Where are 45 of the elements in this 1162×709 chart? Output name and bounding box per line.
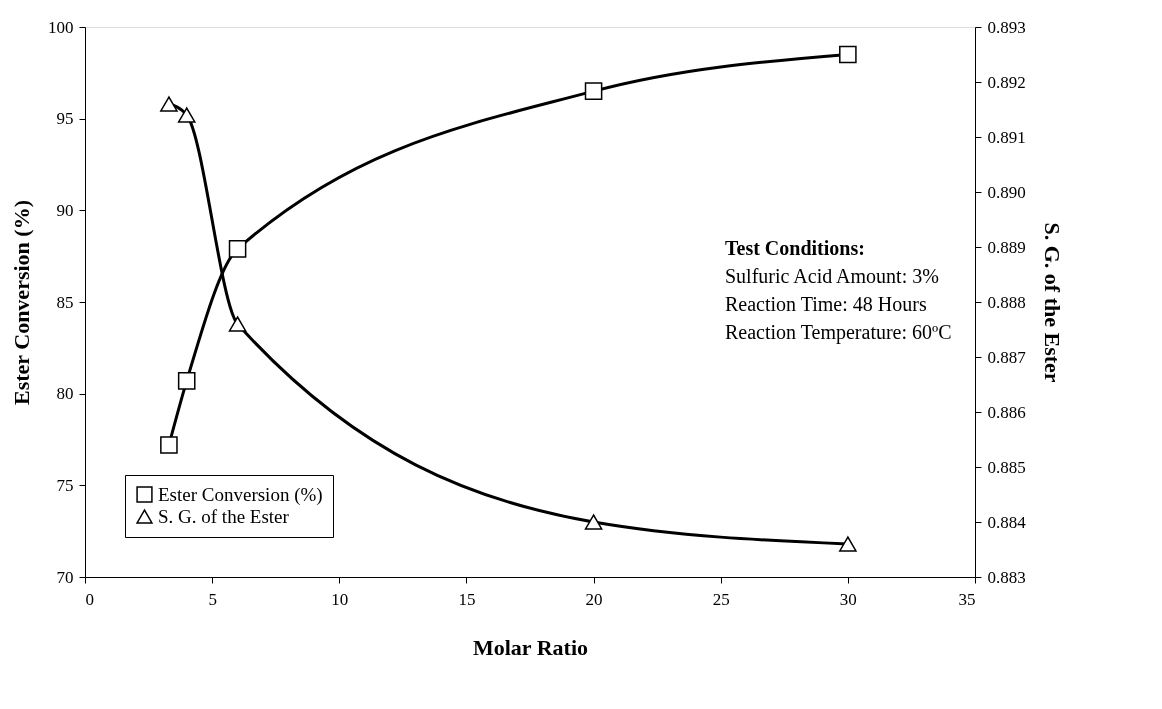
y-axis-title: Ester Conversion (%) — [9, 200, 34, 405]
x-tick-label: 30 — [839, 589, 857, 609]
y2-tick-label: 0.887 — [987, 347, 1027, 367]
annotation: Sulfuric Acid Amount: 3% — [725, 265, 939, 287]
point — [228, 240, 247, 258]
y-tick-label: 70 — [56, 567, 74, 587]
point — [160, 96, 178, 112]
y-tick-label: 85 — [56, 292, 74, 312]
y-tick-label: 100 — [48, 17, 74, 37]
legend-label: Ester Conversion (%) — [158, 483, 323, 506]
point — [228, 316, 247, 332]
y-tick-label: 90 — [56, 200, 74, 220]
point — [584, 82, 603, 100]
legend-label: S. G. of the Ester — [158, 505, 290, 527]
x-tick-label: 25 — [712, 589, 730, 609]
y-tick-label: 95 — [56, 109, 74, 129]
y2-tick-label: 0.892 — [987, 72, 1026, 92]
y2-axis-title: S. G. of the Ester — [1039, 222, 1065, 383]
point — [177, 372, 196, 390]
point — [839, 536, 857, 552]
y-tick-label: 75 — [56, 475, 74, 495]
y2-tick-label: 0.890 — [987, 182, 1026, 202]
x-tick-label: 35 — [958, 589, 976, 609]
x-axis-title: Molar Ratio — [472, 634, 589, 660]
y2-tick-label: 0.889 — [987, 237, 1026, 257]
y2-tick-label: 0.893 — [987, 17, 1026, 37]
point — [177, 107, 196, 123]
x-tick-label: 0 — [85, 589, 94, 609]
x-tick-label: 5 — [208, 589, 217, 609]
y-tick-label: 80 — [56, 384, 74, 404]
y2-tick-label: 0.885 — [987, 457, 1026, 477]
annotation: Reaction Temperature: 60ºC — [725, 321, 952, 344]
y2-tick-label: 0.891 — [987, 127, 1026, 147]
y2-tick-label: 0.886 — [987, 402, 1026, 422]
point — [160, 436, 178, 454]
annotation: Test Conditions: — [725, 237, 865, 259]
y2-tick-label: 0.888 — [987, 292, 1026, 312]
x-tick-label: 15 — [458, 589, 476, 609]
x-tick-label: 20 — [585, 589, 603, 609]
annotation: Reaction Time: 48 Hours — [725, 293, 927, 315]
y2-tick-label: 0.884 — [987, 512, 1027, 532]
y2-tick-label: 0.883 — [987, 567, 1026, 587]
x-tick-label: 10 — [331, 589, 349, 609]
point — [584, 514, 603, 530]
point — [839, 45, 857, 64]
